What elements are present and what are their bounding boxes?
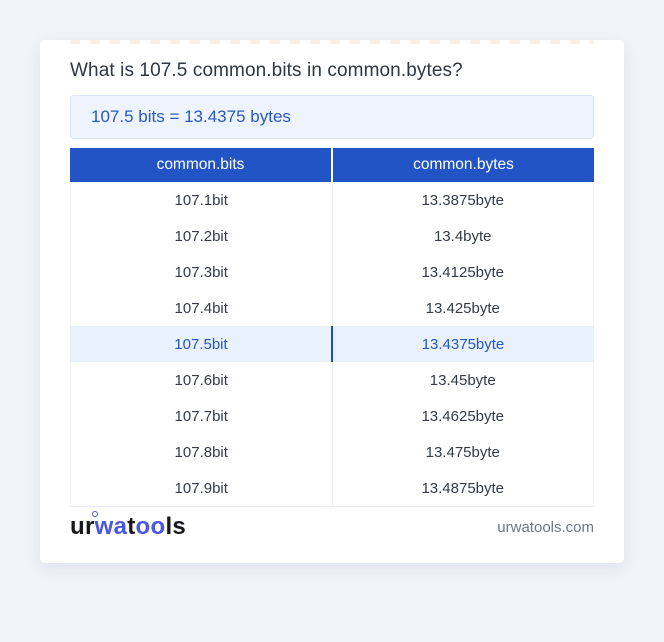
row-cell-bits: 107.8bit: [174, 443, 228, 461]
logo-part: t: [127, 513, 136, 540]
row-cell-bits: 107.2bit: [174, 227, 228, 245]
logo-part: wa: [94, 513, 128, 540]
row-cell-bits[interactable]: 107.5bit: [174, 335, 228, 353]
header-cell-bits: common.bits: [156, 156, 245, 173]
conversion-table: common.bits common.bytes 107.1bit 13.387…: [70, 148, 594, 507]
row-cell-bits: 107.4bit: [174, 299, 228, 317]
converter-card: What is 107.5 common.bits in common.byte…: [40, 40, 624, 563]
row-cell-bits: 107.7bit: [174, 407, 228, 425]
table-row: 107.2bit 13.4byte: [71, 218, 593, 254]
row-cell-bits: 107.9bit: [174, 479, 228, 497]
result-box: 107.5 bits = 13.4375 bytes: [70, 95, 594, 139]
table-row: 107.8bit 13.475byte: [71, 434, 593, 470]
table-row: 107.6bit 13.45byte: [71, 362, 593, 398]
header-cell-bytes: common.bytes: [331, 148, 594, 182]
logo[interactable]: urwatools: [70, 515, 186, 539]
logo-part: oo: [135, 513, 166, 540]
row-cell-bits: 107.3bit: [174, 263, 228, 281]
table-body: 107.1bit 13.3875byte 107.2bit 13.4byte 1…: [70, 182, 594, 507]
row-cell-bytes[interactable]: 13.4375byte: [331, 326, 593, 362]
row-cell-bytes: 13.3875byte: [331, 182, 594, 218]
table-row: 107.9bit 13.4875byte: [71, 470, 593, 506]
table-row: 107.5bit 13.4375byte: [71, 326, 593, 362]
row-cell-bytes: 13.475byte: [331, 434, 594, 470]
row-cell-bytes: 13.4875byte: [331, 470, 594, 506]
table-header-row: common.bits common.bytes: [70, 148, 594, 182]
row-cell-bytes: 13.4625byte: [331, 398, 594, 434]
row-cell-bits: 107.1bit: [174, 191, 228, 209]
table-row: 107.4bit 13.425byte: [71, 290, 593, 326]
footer: urwatools urwatools.com: [70, 507, 594, 547]
row-cell-bytes: 13.4125byte: [331, 254, 594, 290]
site-link[interactable]: urwatools.com: [497, 518, 594, 536]
logo-part: ls: [165, 513, 187, 540]
table-row: 107.7bit 13.4625byte: [71, 398, 593, 434]
row-cell-bytes: 13.45byte: [331, 362, 594, 398]
row-cell-bytes: 13.4byte: [331, 218, 594, 254]
page-background: { "title": "What is 107.5 common.bits in…: [0, 40, 664, 642]
table-row: 107.3bit 13.4125byte: [71, 254, 593, 290]
row-cell-bits: 107.6bit: [174, 371, 228, 389]
result-text: 107.5 bits = 13.4375 bytes: [91, 107, 291, 126]
logo-part: ur: [70, 513, 95, 540]
decorative-dotted-line: [70, 40, 594, 44]
table-row: 107.1bit 13.3875byte: [71, 182, 593, 218]
page-title: What is 107.5 common.bits in common.byte…: [70, 60, 463, 81]
row-cell-bytes: 13.425byte: [331, 290, 594, 326]
